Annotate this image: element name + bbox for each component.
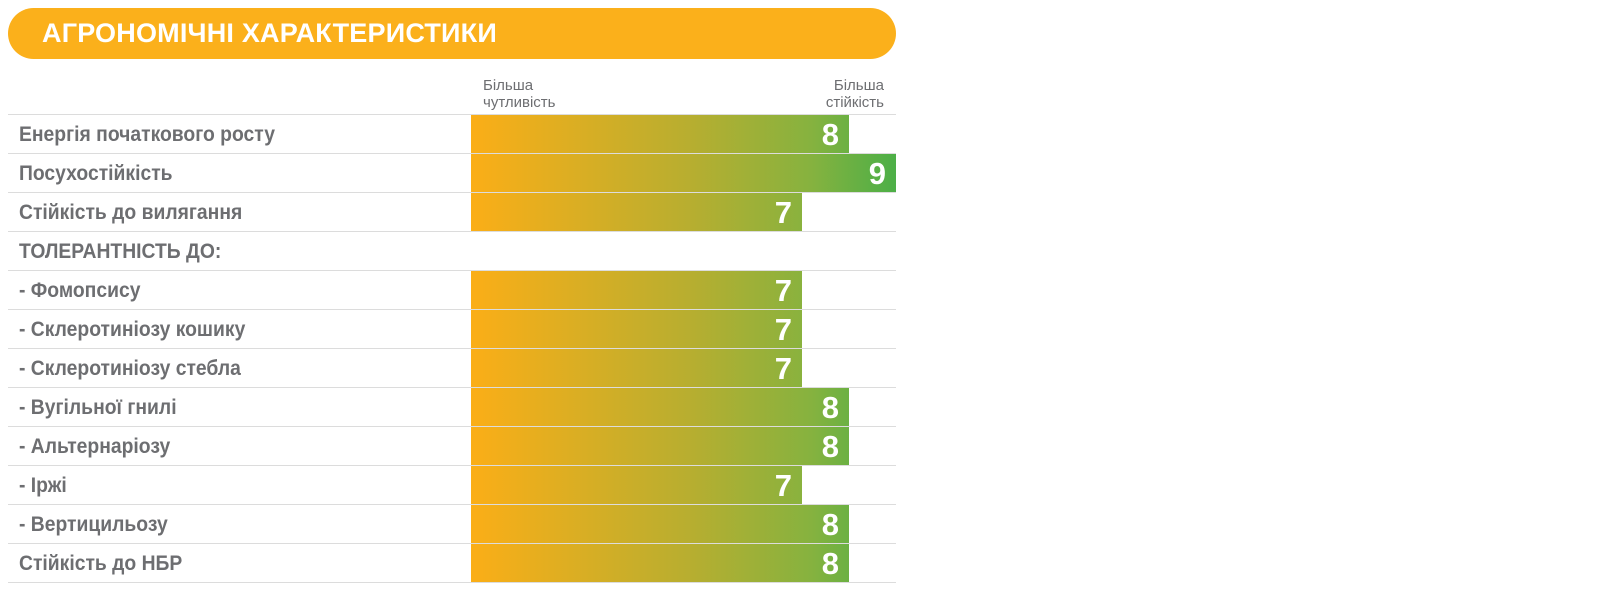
category-label: Стійкість до НБР xyxy=(19,552,183,575)
category-label: Посухостійкість xyxy=(19,162,173,185)
chart-row: Енергія початкового росту 8 xyxy=(8,114,896,153)
value-bar: 8 xyxy=(471,544,849,582)
chart-row: Стійкість до НБР 8 xyxy=(8,543,896,583)
page-title: АГРОНОМІЧНІ ХАРАКТЕРИСТИКИ xyxy=(42,18,497,48)
bar-value-label: 8 xyxy=(821,429,839,464)
scale-label-resistance: Більша стійкість xyxy=(826,77,884,111)
category-label: - Вугільної гнилі xyxy=(19,396,177,419)
chart-row: ТОЛЕРАНТНІСТЬ ДО: xyxy=(8,231,896,270)
category-label: - Склеротиніозу стебла xyxy=(19,357,241,380)
bar-value-label: 7 xyxy=(774,195,792,230)
value-bar: 7 xyxy=(471,466,802,504)
bar-value-label: 7 xyxy=(774,468,792,503)
scale-label-right-line2: стійкість xyxy=(825,94,884,111)
bar-value-label: 7 xyxy=(774,273,792,308)
scale-label-right-line1: Більша xyxy=(833,77,884,94)
chart-row: - Вугільної гнилі 8 xyxy=(8,387,896,426)
value-bar: 7 xyxy=(471,349,802,387)
value-bar: 7 xyxy=(471,193,802,231)
chart-row: - Іржі 7 xyxy=(8,465,896,504)
value-bar: 7 xyxy=(471,271,802,309)
chart-row: - Склеротиніозу стебла 7 xyxy=(8,348,896,387)
chart-row: Посухостійкість 9 xyxy=(8,153,896,192)
category-label: ТОЛЕРАНТНІСТЬ ДО: xyxy=(19,240,222,263)
scale-label-left-line1: Більша xyxy=(483,77,534,94)
chart-row: - Вертицильозу 8 xyxy=(8,504,896,543)
value-bar: 9 xyxy=(471,154,896,192)
value-bar: 8 xyxy=(471,505,849,543)
chart-row: - Склеротиніозу кошику 7 xyxy=(8,309,896,348)
chart-row: - Альтернаріозу 8 xyxy=(8,426,896,465)
category-label: - Іржі xyxy=(19,474,67,497)
characteristics-chart: Енергія початкового росту 8 Посухостійкіст… xyxy=(8,114,896,583)
category-label: Стійкість до вилягання xyxy=(19,201,243,224)
value-bar: 8 xyxy=(471,388,849,426)
bar-value-label: 7 xyxy=(774,312,792,347)
category-label: - Альтернаріозу xyxy=(19,435,171,458)
category-label: - Вертицильозу xyxy=(19,513,168,536)
chart-row: - Фомопсису 7 xyxy=(8,270,896,309)
value-bar: 8 xyxy=(471,427,849,465)
bar-value-label: 8 xyxy=(821,390,839,425)
category-label: - Фомопсису xyxy=(19,279,141,302)
category-label: - Склеротиніозу кошику xyxy=(19,318,246,341)
value-bar: 8 xyxy=(471,115,849,153)
category-label: Енергія початкового росту xyxy=(19,123,275,146)
scale-label-sensitivity: Більша чутливість xyxy=(483,77,555,111)
value-bar: 7 xyxy=(471,310,802,348)
bar-value-label: 8 xyxy=(821,546,839,581)
chart-row: Стійкість до вилягання 7 xyxy=(8,192,896,231)
bar-value-label: 8 xyxy=(821,507,839,542)
bar-value-label: 7 xyxy=(774,351,792,386)
scale-label-left-line2: чутливість xyxy=(483,94,556,111)
bar-value-label: 8 xyxy=(821,117,839,152)
header-bar: АГРОНОМІЧНІ ХАРАКТЕРИСТИКИ xyxy=(8,8,896,59)
bar-value-label: 9 xyxy=(868,156,886,191)
